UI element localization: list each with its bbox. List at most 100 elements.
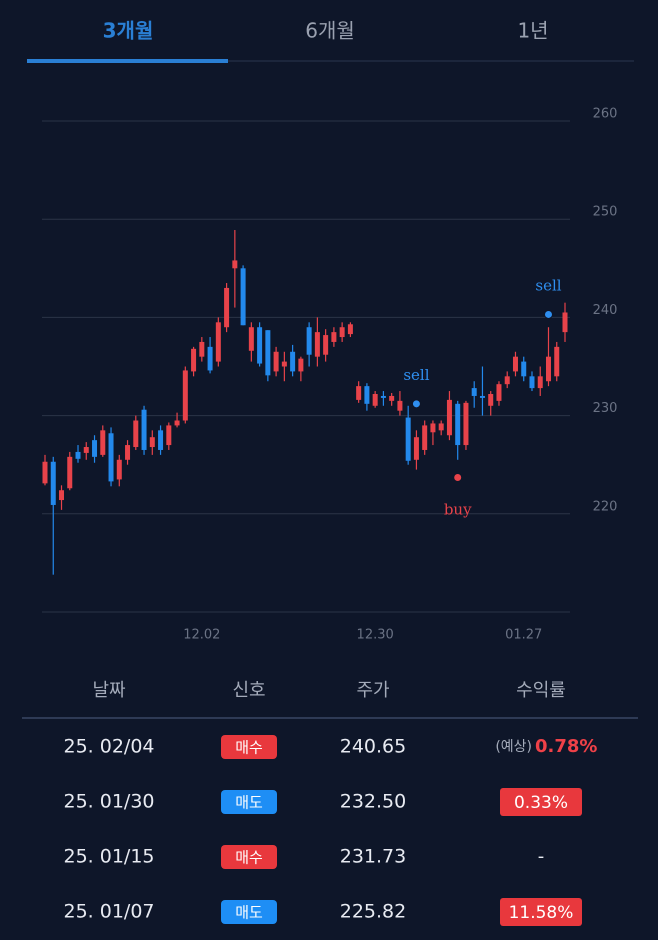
candle-body <box>248 327 254 351</box>
candle-body <box>347 324 353 335</box>
x-tick-label: 12.02 <box>183 628 220 643</box>
signal-marker <box>411 399 421 409</box>
signal-badge <box>221 735 277 759</box>
signal-badge <box>221 790 277 814</box>
return-text: - <box>538 846 545 867</box>
candle-body <box>166 425 172 446</box>
candle-body <box>314 332 320 357</box>
candle-body <box>438 423 444 431</box>
candle-body <box>108 433 114 482</box>
candle-body <box>42 461 48 484</box>
candle-body <box>174 420 180 426</box>
y-tick-label: 220 <box>593 499 618 514</box>
candle-body <box>504 376 510 385</box>
signal-label: sell <box>403 366 429 384</box>
candle-body <box>422 425 428 450</box>
candle-body <box>257 327 263 364</box>
candle-body <box>405 417 411 461</box>
candle-body <box>364 386 370 404</box>
candle-body <box>430 423 436 433</box>
candle-body <box>67 456 73 489</box>
return-prefix: (예상) <box>495 739 532 755</box>
signal-text: 매도 <box>235 904 263 922</box>
signal-marker <box>543 309 553 319</box>
tab[interactable]: 3개월 <box>103 19 154 43</box>
cell-date: 25. 01/07 <box>63 901 154 923</box>
candle-body <box>158 430 164 450</box>
candle-body <box>323 335 329 355</box>
candle-body <box>446 399 452 436</box>
candle-body <box>100 430 106 455</box>
candle-body <box>488 393 494 406</box>
candle-body <box>207 346 213 371</box>
candle-body <box>554 346 560 377</box>
signal-badge <box>221 845 277 869</box>
return-badge <box>500 788 582 816</box>
cell-date: 25. 01/15 <box>63 846 154 868</box>
candle-body <box>413 437 419 460</box>
candle-body <box>331 332 337 342</box>
x-tick-label: 12.30 <box>357 628 394 643</box>
candle-body <box>372 393 378 406</box>
candle-body <box>496 384 502 401</box>
candle-body <box>199 341 205 357</box>
candle-body <box>232 260 238 269</box>
candle-body <box>92 440 98 457</box>
candle-body <box>537 376 543 389</box>
candle-body <box>471 388 477 396</box>
candle-body <box>281 361 287 367</box>
candle-body <box>529 376 535 389</box>
candle-body <box>545 356 551 382</box>
candle-body <box>562 312 568 333</box>
y-tick-label: 250 <box>593 205 618 220</box>
candle-body <box>306 327 312 355</box>
candle-body <box>50 461 56 505</box>
tab[interactable]: 1년 <box>517 19 548 43</box>
signal-text: 매수 <box>235 849 263 867</box>
return-badge <box>500 898 582 926</box>
signal-label: sell <box>535 276 561 294</box>
candle-body <box>125 445 131 460</box>
candle-body <box>59 490 65 501</box>
y-tick-label: 230 <box>593 401 618 416</box>
candle-body <box>191 348 197 372</box>
candle-body <box>273 351 279 372</box>
cell-date: 25. 02/04 <box>63 736 154 758</box>
y-tick-label: 240 <box>593 303 618 318</box>
candle-body <box>182 370 188 421</box>
candle-body <box>240 268 246 326</box>
candle-body <box>339 327 345 338</box>
candle-body <box>512 356 518 372</box>
candle-body <box>133 420 139 448</box>
candle-body <box>265 330 271 376</box>
signal-text: 매수 <box>235 739 263 757</box>
candle-body <box>215 322 221 362</box>
signal-label: buy <box>444 500 472 518</box>
return-text: 11.58% <box>509 903 574 923</box>
signal-badge <box>221 900 277 924</box>
tab[interactable]: 6개월 <box>305 19 355 43</box>
candle-body <box>298 358 304 372</box>
tab-indicator <box>27 59 228 63</box>
candle-body <box>149 437 155 448</box>
table-header: 신호 <box>232 680 265 701</box>
x-tick-label: 01.27 <box>505 628 542 643</box>
candle-body <box>83 447 89 453</box>
candle-body <box>290 351 296 372</box>
candle-body <box>116 459 122 480</box>
return-text: 0.33% <box>514 793 568 813</box>
table-header: 주가 <box>356 680 389 701</box>
cell-price: 232.50 <box>340 791 406 813</box>
candle-body <box>380 395 386 398</box>
candle-body <box>75 451 81 459</box>
cell-date: 25. 01/30 <box>63 791 154 813</box>
candle-body <box>389 395 395 401</box>
candle-body <box>397 400 403 411</box>
candle-body <box>479 395 485 398</box>
candle-body <box>141 409 147 450</box>
candle-body <box>356 386 362 400</box>
cell-price: 225.82 <box>340 901 406 923</box>
signal-marker <box>453 472 463 482</box>
return-text: 0.78% <box>535 736 597 757</box>
